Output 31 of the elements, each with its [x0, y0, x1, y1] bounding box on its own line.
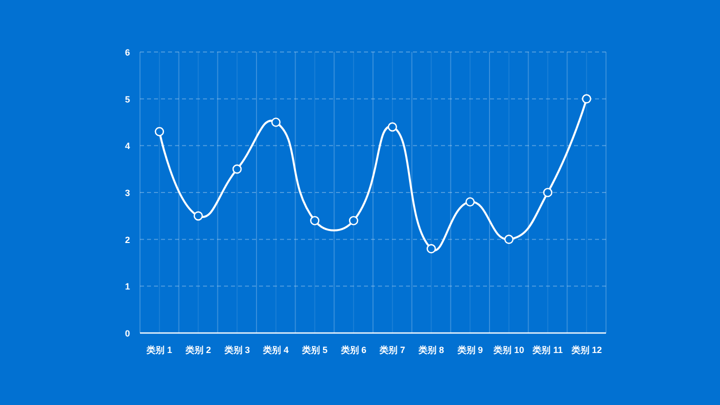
x-tick-label: 类别 6 — [340, 345, 366, 355]
x-tick-label: 类别 5 — [300, 345, 328, 355]
y-tick-label: 1 — [124, 282, 130, 292]
x-tick-label: 类别 2 — [184, 345, 212, 355]
x-tick-label: 类别 8 — [417, 345, 444, 355]
point — [465, 197, 475, 207]
point — [194, 211, 203, 221]
point — [348, 216, 358, 226]
x-tick-label: 类别 10 — [492, 345, 524, 355]
point — [271, 118, 281, 127]
x-tick-label: 类别 1 — [146, 345, 172, 355]
y-tick-label: 6 — [124, 48, 130, 58]
x-tick-label: 类别 9 — [456, 345, 483, 355]
y-tick-label: 2 — [124, 234, 130, 245]
point — [582, 94, 592, 104]
y-tick-label: 3 — [124, 188, 130, 198]
point — [154, 126, 164, 136]
y-tick-label: 0 — [124, 328, 130, 338]
x-tick-label: 类别 11 — [532, 345, 563, 355]
y-tick-label: 5 — [124, 94, 130, 104]
point — [232, 164, 242, 174]
point — [504, 234, 514, 244]
x-tick-label: 类别 4 — [262, 345, 289, 355]
x-tick-label: 类别 3 — [223, 345, 250, 355]
point — [388, 122, 398, 132]
point — [310, 216, 320, 226]
point — [543, 188, 552, 198]
x-tick-label: 类别 7 — [378, 345, 406, 355]
y-tick-label: 4 — [124, 141, 130, 152]
x-tick-label: 类别 12 — [570, 345, 602, 355]
point — [426, 244, 436, 254]
